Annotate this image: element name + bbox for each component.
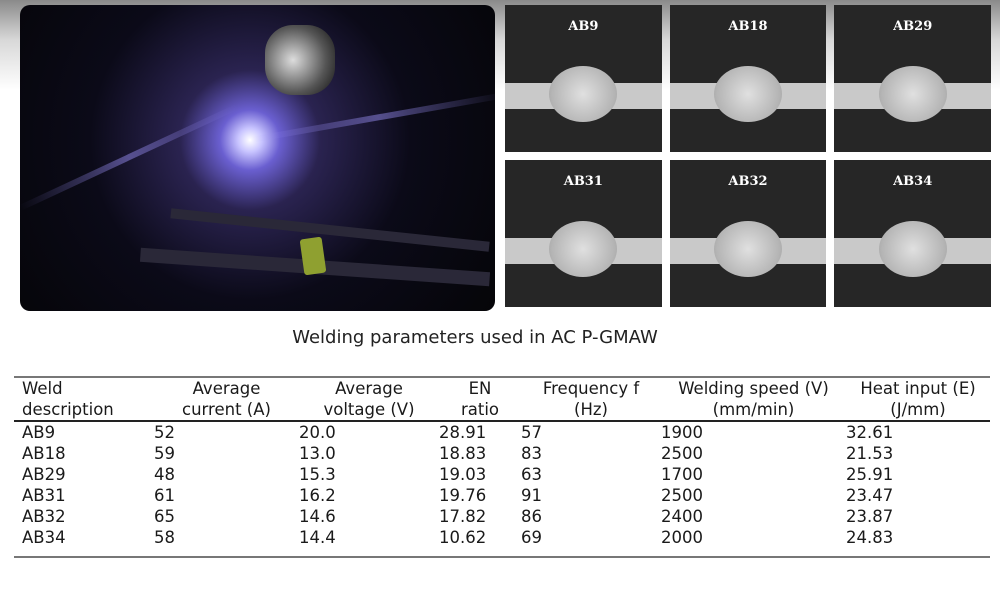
sample-label: AB31	[563, 174, 603, 189]
column-header-line: (J/mm)	[890, 400, 946, 419]
table-cell: 21.53	[846, 444, 894, 463]
column-header-line: Heat input (E)	[860, 379, 976, 398]
table-cell: 15.3	[299, 465, 336, 484]
column-header: Heat input (E) (J/mm)	[846, 377, 990, 421]
light-beam	[249, 91, 495, 143]
welding-torch-glove	[265, 25, 335, 95]
table-cell: 59	[154, 444, 175, 463]
table-cell: AB31	[22, 486, 66, 505]
table-cell: 2500	[661, 444, 703, 463]
weld-section-image: AB34	[834, 160, 991, 307]
table-cell: 65	[154, 507, 175, 526]
table-row: AB32 65 14.6 17.82 86 2400 23.87	[14, 506, 990, 527]
column-header: Average current (A)	[154, 377, 299, 421]
table-cell: 86	[521, 507, 542, 526]
table-cell: AB9	[22, 423, 56, 442]
column-header-line: Average	[192, 379, 261, 398]
column-header-line: voltage (V)	[323, 400, 415, 419]
weld-section-image: AB9	[505, 5, 662, 152]
table-cell: AB18	[22, 444, 66, 463]
table-cell: 10.62	[439, 528, 487, 547]
table-cell: 1700	[661, 465, 703, 484]
column-header: Frequency f (Hz)	[521, 377, 661, 421]
sample-label: AB29	[893, 19, 933, 34]
column-header-line: EN	[468, 379, 492, 398]
table-cell: 69	[521, 528, 542, 547]
protective-glass	[299, 236, 327, 276]
column-header-line: current (A)	[182, 400, 271, 419]
table-cell: 19.76	[439, 486, 487, 505]
table-cell: AB29	[22, 465, 66, 484]
table-cell: 61	[154, 486, 175, 505]
sample-label: AB32	[728, 174, 768, 189]
sample-label: AB9	[568, 19, 599, 34]
weld-section-image: AB29	[834, 5, 991, 152]
welding-photo	[20, 5, 495, 311]
table-cell: 48	[154, 465, 175, 484]
table-cell: 2500	[661, 486, 703, 505]
weld-section-image: AB32	[669, 160, 827, 307]
table-cell: 13.0	[299, 444, 336, 463]
weld-cross-section-grid: AB9 AB18 AB29 AB31 AB32 AB34	[505, 5, 991, 307]
column-header-line: Frequency f	[542, 379, 640, 398]
table-cell: 20.0	[299, 423, 336, 442]
table-title: Welding parameters used in AC P-GMAW	[292, 327, 658, 348]
table-cell: 1900	[661, 423, 703, 442]
column-header: EN ratio	[439, 377, 521, 421]
weld-section-image: AB18	[669, 5, 827, 152]
column-header: Welding speed (V) (mm/min)	[661, 377, 846, 421]
table-cell: 14.6	[299, 507, 336, 526]
table-cell: 91	[521, 486, 542, 505]
table-header-row: Weld description Average current (A) Average…	[14, 377, 990, 421]
table-cell: 32.61	[846, 423, 894, 442]
table-row: AB18 59 13.0 18.83 83 2500 21.53	[14, 443, 990, 464]
table-cell: AB34	[22, 528, 66, 547]
table-cell: 25.91	[846, 465, 894, 484]
table-cell: AB32	[22, 507, 66, 526]
table-row: AB34 58 14.4 10.62 69 2000 24.83	[14, 527, 990, 557]
table-row: AB9 52 20.0 28.91 57 1900 32.61	[14, 421, 990, 443]
sample-label: AB18	[728, 19, 768, 34]
table-cell: 18.83	[439, 444, 487, 463]
table-cell: 52	[154, 423, 175, 442]
column-header-line: Welding speed (V)	[678, 379, 829, 398]
table-cell: 2400	[661, 507, 703, 526]
column-header-line: (mm/min)	[712, 400, 795, 419]
light-beam	[20, 103, 239, 211]
weld-section-image: AB31	[505, 160, 662, 307]
column-header-line: (Hz)	[574, 400, 608, 419]
column-header-line: Weld	[22, 379, 63, 398]
column-header-line: description	[22, 400, 114, 419]
table-cell: 19.03	[439, 465, 487, 484]
table-row: AB31 61 16.2 19.76 91 2500 23.47	[14, 485, 990, 506]
table-cell: 24.83	[846, 528, 894, 547]
column-header: Weld description	[14, 377, 154, 421]
table-cell: 14.4	[299, 528, 336, 547]
table-cell: 23.47	[846, 486, 894, 505]
sample-label: AB34	[893, 174, 933, 189]
table-cell: 57	[521, 423, 542, 442]
welding-parameters-table: Weld description Average current (A) Average…	[14, 376, 990, 558]
table-cell: 16.2	[299, 486, 336, 505]
table-cell: 83	[521, 444, 542, 463]
column-header-line: ratio	[460, 400, 500, 419]
table-cell: 17.82	[439, 507, 487, 526]
table-cell: 58	[154, 528, 175, 547]
table-cell: 28.91	[439, 423, 487, 442]
workbench-rail	[170, 208, 490, 252]
table-cell: 63	[521, 465, 542, 484]
column-header-line: Average	[335, 379, 403, 398]
table-cell: 2000	[661, 528, 703, 547]
column-header: Average voltage (V)	[299, 377, 439, 421]
table-row: AB29 48 15.3 19.03 63 1700 25.91	[14, 464, 990, 485]
table-cell: 23.87	[846, 507, 894, 526]
